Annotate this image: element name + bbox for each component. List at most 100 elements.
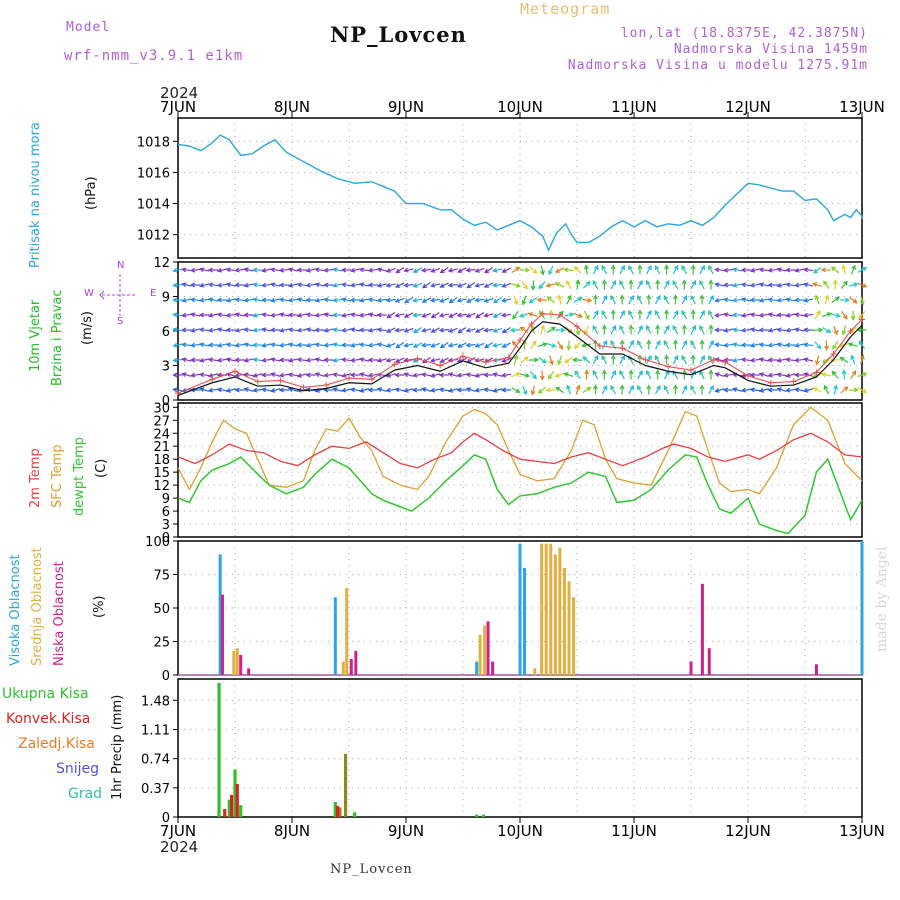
- wind-arrow-head: [465, 313, 471, 318]
- wind-arrow: [368, 343, 378, 347]
- wind-arrow: [351, 268, 361, 272]
- wind-arrow: [573, 297, 582, 303]
- wind-arrow-head: [522, 390, 528, 396]
- legend-hail: Grad: [68, 786, 103, 802]
- wind-arrow-head: [430, 357, 436, 363]
- wind-arrow-head: [465, 387, 471, 392]
- wind-arrow: [619, 370, 625, 380]
- wind-arrow: [584, 325, 590, 335]
- wind-arrow-head: [515, 372, 521, 377]
- temp-2m-line: [177, 432, 863, 469]
- wind-arrow-head: [574, 344, 579, 350]
- wind-arrow: [733, 283, 743, 287]
- wind-arrow-head: [314, 357, 320, 363]
- wind-arrow: [564, 313, 574, 317]
- wind-arrow-head: [767, 357, 773, 363]
- wind-arrow: [576, 280, 579, 290]
- wind-arrow: [601, 310, 608, 320]
- wind-arrow: [502, 357, 512, 363]
- wind-arrow: [777, 268, 787, 272]
- wind-arrow-head: [421, 283, 428, 289]
- wind-arrow: [540, 265, 544, 275]
- wind-arrow: [795, 358, 805, 362]
- wind-arrow: [448, 373, 458, 377]
- wind-arrow: [493, 388, 503, 392]
- wind-arrow: [235, 313, 245, 317]
- panel-frame: [177, 402, 863, 538]
- wind-arrow-head: [199, 342, 205, 348]
- wind-arrow-head: [592, 369, 598, 376]
- wind-arrow-head: [554, 268, 561, 273]
- wind-arrow: [690, 295, 696, 305]
- wind-arrow: [271, 388, 281, 392]
- wind-arrow: [262, 388, 272, 392]
- wind-arrow: [440, 266, 449, 274]
- wind-arrow-head: [785, 387, 791, 393]
- wind-arrow-head: [172, 342, 178, 348]
- wind-arrow: [440, 297, 449, 303]
- wind-arrow: [333, 328, 343, 332]
- wind-arrow: [467, 281, 476, 289]
- wind-arrow: [395, 282, 405, 288]
- wind-arrow-head: [571, 357, 578, 363]
- wind-arrow-head: [403, 388, 409, 393]
- wind-arrow-head: [860, 354, 865, 360]
- wind-arrow: [655, 355, 661, 365]
- wind-arrow-head: [305, 267, 311, 273]
- wind-arrow: [813, 283, 823, 287]
- wind-arrow-head: [234, 387, 240, 393]
- wind-arrow: [342, 358, 352, 362]
- wind-arrow-head: [198, 372, 205, 378]
- wind-arrow-head: [314, 282, 320, 288]
- cloud-low-bar: [239, 654, 243, 675]
- wind-arrow: [681, 295, 688, 305]
- wind-arrow: [386, 373, 396, 377]
- wind-arrow-head: [484, 343, 490, 349]
- cloud-low-bar: [707, 648, 711, 675]
- wind-arrow-head: [287, 267, 294, 273]
- wind-arrow: [733, 328, 743, 332]
- wind-arrow-head: [601, 264, 606, 271]
- wind-arrow: [315, 283, 325, 287]
- wind-arrow: [582, 386, 591, 394]
- wind-arrow-head: [700, 264, 705, 271]
- wind-arrow: [235, 343, 245, 347]
- wind-arrow: [690, 280, 696, 290]
- y-tick-label: 1018: [137, 135, 170, 150]
- y-tick-label: 75: [153, 569, 170, 584]
- wind-arrow: [431, 327, 440, 333]
- wind-arrow-head: [610, 294, 615, 301]
- wind-arrow: [262, 328, 272, 332]
- wind-arrow: [583, 281, 591, 289]
- wind-arrow-head: [803, 372, 809, 377]
- wind-arrow-head: [198, 312, 204, 318]
- wind-arrow-head: [190, 267, 196, 273]
- wind-arrow: [475, 267, 485, 273]
- wind-arrow: [502, 326, 511, 334]
- wind-arrow: [842, 325, 847, 335]
- wind-arrow: [502, 267, 511, 273]
- wind-arrow: [457, 267, 467, 273]
- x-tick-label-top: 10JUN: [497, 98, 543, 116]
- wind-arrow: [404, 268, 414, 272]
- wind-arrow: [253, 358, 263, 362]
- wind-dir-w: W: [84, 288, 94, 299]
- wind-arrow-head: [646, 279, 651, 286]
- wind-arrow: [601, 295, 608, 305]
- wind-arrow: [244, 388, 254, 392]
- wind-arrow-head: [501, 297, 507, 303]
- wind-arrow-head: [350, 267, 356, 273]
- wind-arrow-head: [190, 372, 196, 378]
- wind-arrow-head: [776, 267, 782, 273]
- wind-arrow: [860, 355, 864, 365]
- wind-arrow: [804, 388, 814, 392]
- wind-arrow: [724, 328, 734, 332]
- wind-arrow-head: [270, 282, 276, 288]
- wind-arrow-head: [234, 342, 240, 348]
- wind-arrow-head: [794, 297, 800, 303]
- wind-arrow-head: [749, 372, 755, 378]
- wind-arrow-head: [682, 384, 688, 391]
- wind-arrow-head: [296, 312, 303, 318]
- wind-arrow: [404, 327, 414, 333]
- wind-arrow-head: [714, 327, 720, 333]
